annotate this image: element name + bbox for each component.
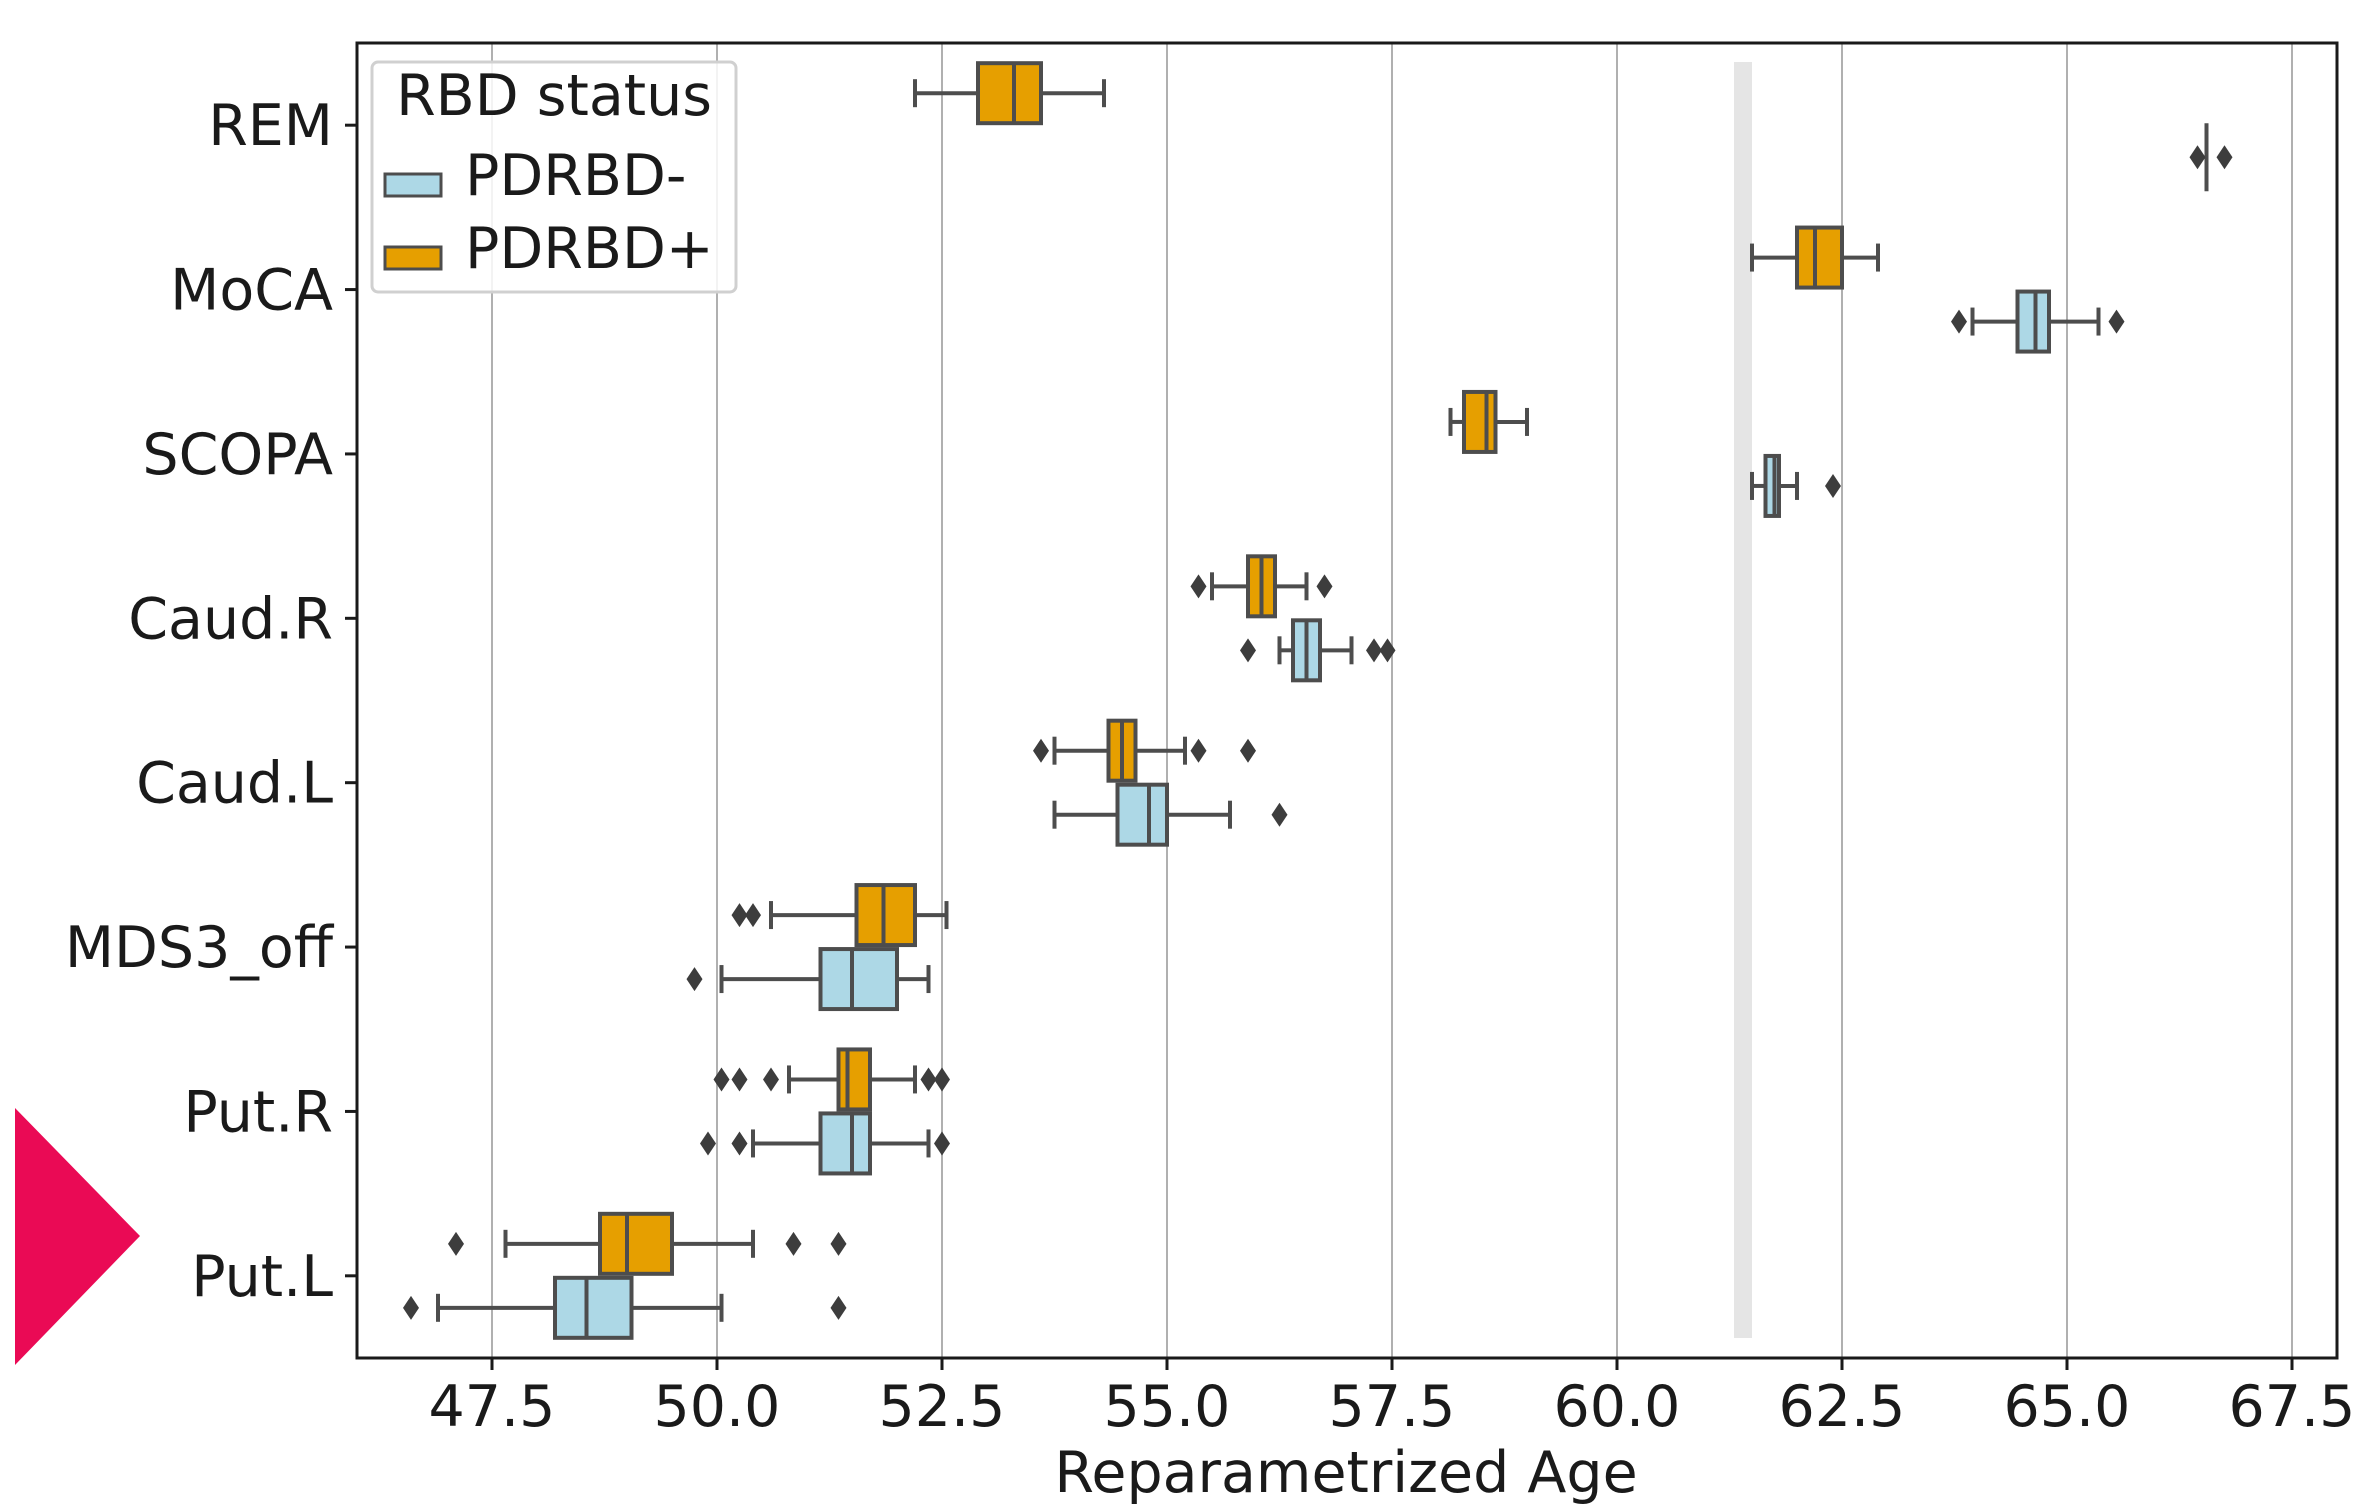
x-tick-label-47-5: 47.5 bbox=[429, 1374, 556, 1440]
box-scopa-pdrbd bbox=[1448, 389, 1529, 454]
box-caud-r-pdrbd bbox=[1240, 618, 1396, 683]
box-rem-pdrbd bbox=[913, 61, 1106, 126]
box-mds3-off-pdrbd bbox=[731, 883, 949, 948]
box-moca-pdrbd-iqr bbox=[2015, 289, 2051, 354]
x-tick-label-62-5: 62.5 bbox=[1779, 1374, 1906, 1440]
box-caud-l-pdrbd-flier-0 bbox=[1033, 738, 1049, 763]
box-put-r-pdrbd-flier-1 bbox=[731, 1131, 748, 1156]
box-caud-l-pdrbd bbox=[1052, 782, 1288, 847]
x-tick-label-50: 50.0 bbox=[654, 1374, 781, 1440]
box-mds3-off-pdrbd-flier-0 bbox=[731, 903, 748, 928]
box-rem-pdrbd-flier-0 bbox=[2189, 145, 2206, 170]
box-put-l-pdrbd-iqr bbox=[553, 1275, 634, 1340]
box-mds3-off-pdrbd-flier-0 bbox=[686, 967, 703, 992]
box-put-l-pdrbd-flier-0 bbox=[403, 1295, 419, 1320]
box-scopa-pdrbd-flier-0 bbox=[1825, 473, 1841, 498]
y-tick-label-rem: REM bbox=[208, 93, 333, 159]
legend-label-pdrbd-plus: PDRBD+ bbox=[465, 216, 714, 282]
box-scopa-pdrbd-iqr bbox=[1763, 453, 1781, 518]
box-rem-pdrbd-iqr bbox=[976, 61, 1043, 126]
box-moca-pdrbd-iqr bbox=[1795, 225, 1844, 290]
legend-swatch-pdrbd-minus bbox=[383, 172, 443, 198]
x-tick-label-55: 55.0 bbox=[1104, 1374, 1231, 1440]
play-marker-icon bbox=[15, 1108, 140, 1365]
x-tick-label-52-5: 52.5 bbox=[879, 1374, 1006, 1440]
box-scopa-pdrbd bbox=[1750, 453, 1841, 518]
vertical-band bbox=[1734, 62, 1752, 1338]
y-tick-label-scopa: SCOPA bbox=[142, 422, 333, 488]
y-tick-label-put-l: Put.L bbox=[191, 1244, 333, 1310]
box-caud-l-pdrbd bbox=[1033, 718, 1256, 783]
box-moca-pdrbd-flier-0 bbox=[1951, 309, 1967, 334]
box-scopa-pdrbd-iqr bbox=[1462, 389, 1498, 454]
box-caud-r-pdrbd-flier-0 bbox=[1240, 638, 1256, 663]
box-put-r-pdrbd-flier-2 bbox=[763, 1067, 779, 1092]
box-put-l-pdrbd-flier-0 bbox=[448, 1231, 464, 1256]
box-caud-r-pdrbd bbox=[1190, 554, 1333, 619]
box-put-r-pdrbd-flier-3 bbox=[920, 1067, 937, 1092]
y-tick-label-moca: MoCA bbox=[170, 258, 333, 324]
box-put-r-pdrbd-flier-0 bbox=[713, 1067, 730, 1092]
box-put-l-pdrbd-flier-1 bbox=[830, 1295, 847, 1320]
box-moca-pdrbd bbox=[1750, 225, 1880, 290]
y-tick-label-mds3-off: MDS3_off bbox=[65, 915, 335, 981]
box-caud-r-pdrbd-flier-1 bbox=[1366, 638, 1382, 663]
box-mds3-off-pdrbd bbox=[686, 947, 931, 1012]
box-caud-r-pdrbd-flier-0 bbox=[1190, 574, 1207, 599]
box-put-r-pdrbd-flier-0 bbox=[700, 1131, 716, 1156]
box-moca-pdrbd bbox=[1951, 289, 2125, 354]
box-put-r-pdrbd-flier-2 bbox=[934, 1131, 950, 1156]
box-caud-r-pdrbd-flier-2 bbox=[1379, 638, 1396, 663]
box-put-l-pdrbd-flier-2 bbox=[830, 1231, 847, 1256]
box-mds3-off-pdrbd-iqr bbox=[854, 883, 917, 948]
box-put-l-pdrbd-flier-1 bbox=[785, 1231, 802, 1256]
box-put-r-pdrbd bbox=[713, 1047, 950, 1112]
box-caud-l-pdrbd-flier-0 bbox=[1271, 802, 1288, 827]
box-mds3-off-pdrbd-flier-1 bbox=[745, 903, 761, 928]
box-caud-l-pdrbd-flier-1 bbox=[1190, 738, 1207, 763]
x-tick-label-67-5: 67.5 bbox=[2229, 1374, 2356, 1440]
x-axis-title: Reparametrized Age bbox=[1054, 1440, 1637, 1506]
legend-swatch-pdrbd-plus bbox=[383, 245, 443, 271]
box-rem-pdrbd bbox=[2189, 123, 2233, 192]
box-put-l-pdrbd-iqr bbox=[598, 1211, 674, 1276]
box-put-r-pdrbd-flier-4 bbox=[934, 1067, 950, 1092]
y-tick-label-caud-r: Caud.R bbox=[128, 586, 333, 652]
box-moca-pdrbd-flier-1 bbox=[2108, 309, 2125, 334]
box-put-r-pdrbd-flier-1 bbox=[731, 1067, 748, 1092]
box-caud-l-pdrbd-flier-2 bbox=[1240, 738, 1256, 763]
legend: RBD status PDRBD- PDRBD+ bbox=[370, 60, 738, 294]
plot-area: 47.5 50.0 52.5 55.0 57.5 60.0 62.5 65.0 67.5 REM M… bbox=[65, 41, 2356, 1440]
y-tick-label-caud-l: Caud.L bbox=[136, 751, 333, 817]
legend-frame bbox=[370, 60, 738, 294]
legend-label-pdrbd-minus: PDRBD- bbox=[465, 143, 686, 209]
legend-title: RBD status bbox=[396, 63, 712, 129]
box-put-l-pdrbd bbox=[403, 1275, 847, 1340]
box-put-r-pdrbd bbox=[700, 1111, 950, 1176]
y-tick-label-put-r: Put.R bbox=[183, 1079, 333, 1145]
box-put-l-pdrbd bbox=[448, 1211, 847, 1276]
box-caud-r-pdrbd-flier-1 bbox=[1316, 574, 1333, 599]
box-rem-pdrbd-flier-1 bbox=[2216, 145, 2233, 170]
box-mds3-off-pdrbd-iqr bbox=[818, 947, 899, 1012]
plot-frame bbox=[355, 41, 2339, 1360]
box-put-r-pdrbd-iqr bbox=[818, 1111, 872, 1176]
x-tick-label-60: 60.0 bbox=[1554, 1374, 1681, 1440]
x-tick-label-57-5: 57.5 bbox=[1329, 1374, 1456, 1440]
box-put-r-pdrbd-iqr bbox=[836, 1047, 872, 1112]
box-caud-l-pdrbd-iqr bbox=[1115, 782, 1169, 847]
x-tick-label-65: 65.0 bbox=[2004, 1374, 2131, 1440]
